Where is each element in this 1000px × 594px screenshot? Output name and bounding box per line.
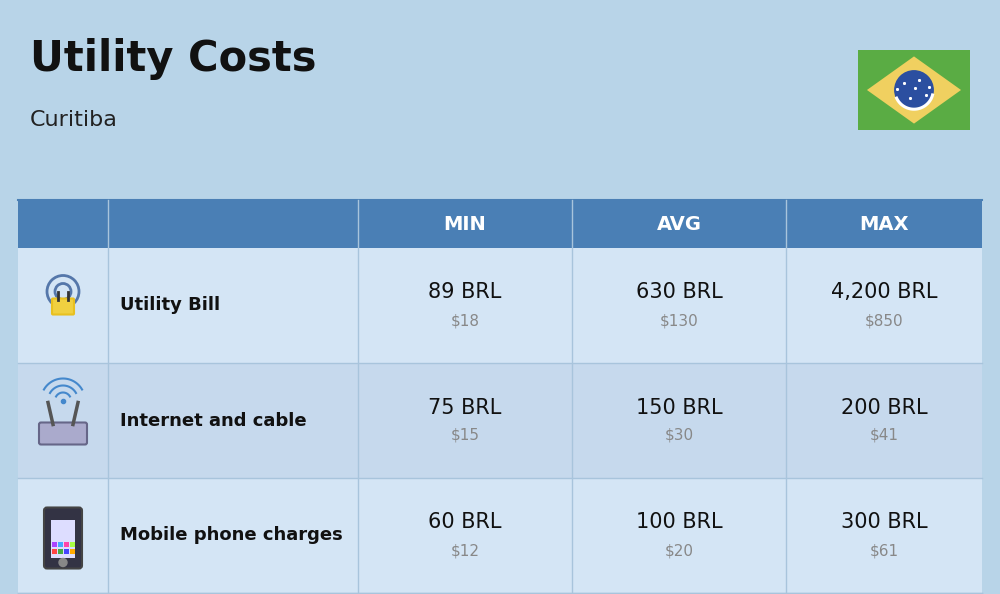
Text: $130: $130 xyxy=(660,313,698,328)
FancyBboxPatch shape xyxy=(70,548,75,554)
Text: 4,200 BRL: 4,200 BRL xyxy=(831,283,937,302)
Text: $41: $41 xyxy=(870,428,898,443)
Circle shape xyxy=(895,71,933,109)
Text: 60 BRL: 60 BRL xyxy=(428,513,502,532)
FancyBboxPatch shape xyxy=(58,542,63,546)
Text: Utility Bill: Utility Bill xyxy=(120,296,220,314)
Polygon shape xyxy=(867,56,961,124)
Text: 300 BRL: 300 BRL xyxy=(841,513,927,532)
Text: 75 BRL: 75 BRL xyxy=(428,397,502,418)
Circle shape xyxy=(59,558,67,567)
FancyBboxPatch shape xyxy=(18,478,982,593)
FancyBboxPatch shape xyxy=(39,422,87,444)
Text: $12: $12 xyxy=(450,543,480,558)
FancyBboxPatch shape xyxy=(858,50,970,130)
FancyBboxPatch shape xyxy=(52,548,57,554)
FancyBboxPatch shape xyxy=(51,520,75,558)
FancyBboxPatch shape xyxy=(18,363,982,478)
Text: $18: $18 xyxy=(450,313,480,328)
Text: MIN: MIN xyxy=(444,214,486,233)
Text: 630 BRL: 630 BRL xyxy=(636,283,722,302)
FancyBboxPatch shape xyxy=(52,542,57,546)
Text: 200 BRL: 200 BRL xyxy=(841,397,927,418)
FancyBboxPatch shape xyxy=(52,299,74,314)
FancyBboxPatch shape xyxy=(70,542,75,546)
Text: $20: $20 xyxy=(664,543,694,558)
FancyBboxPatch shape xyxy=(44,507,82,568)
FancyBboxPatch shape xyxy=(64,542,69,546)
Text: $30: $30 xyxy=(664,428,694,443)
Text: $15: $15 xyxy=(450,428,480,443)
Text: MAX: MAX xyxy=(859,214,909,233)
Text: 150 BRL: 150 BRL xyxy=(636,397,722,418)
Text: $850: $850 xyxy=(865,313,903,328)
Text: Internet and cable: Internet and cable xyxy=(120,412,307,429)
FancyBboxPatch shape xyxy=(18,200,982,248)
Text: AVG: AVG xyxy=(656,214,702,233)
FancyBboxPatch shape xyxy=(18,248,982,363)
Text: 100 BRL: 100 BRL xyxy=(636,513,722,532)
Text: Curitiba: Curitiba xyxy=(30,110,118,130)
FancyBboxPatch shape xyxy=(58,548,63,554)
Text: Utility Costs: Utility Costs xyxy=(30,38,316,80)
Text: 89 BRL: 89 BRL xyxy=(428,283,502,302)
Text: Mobile phone charges: Mobile phone charges xyxy=(120,526,343,545)
FancyBboxPatch shape xyxy=(64,548,69,554)
Text: $61: $61 xyxy=(869,543,899,558)
